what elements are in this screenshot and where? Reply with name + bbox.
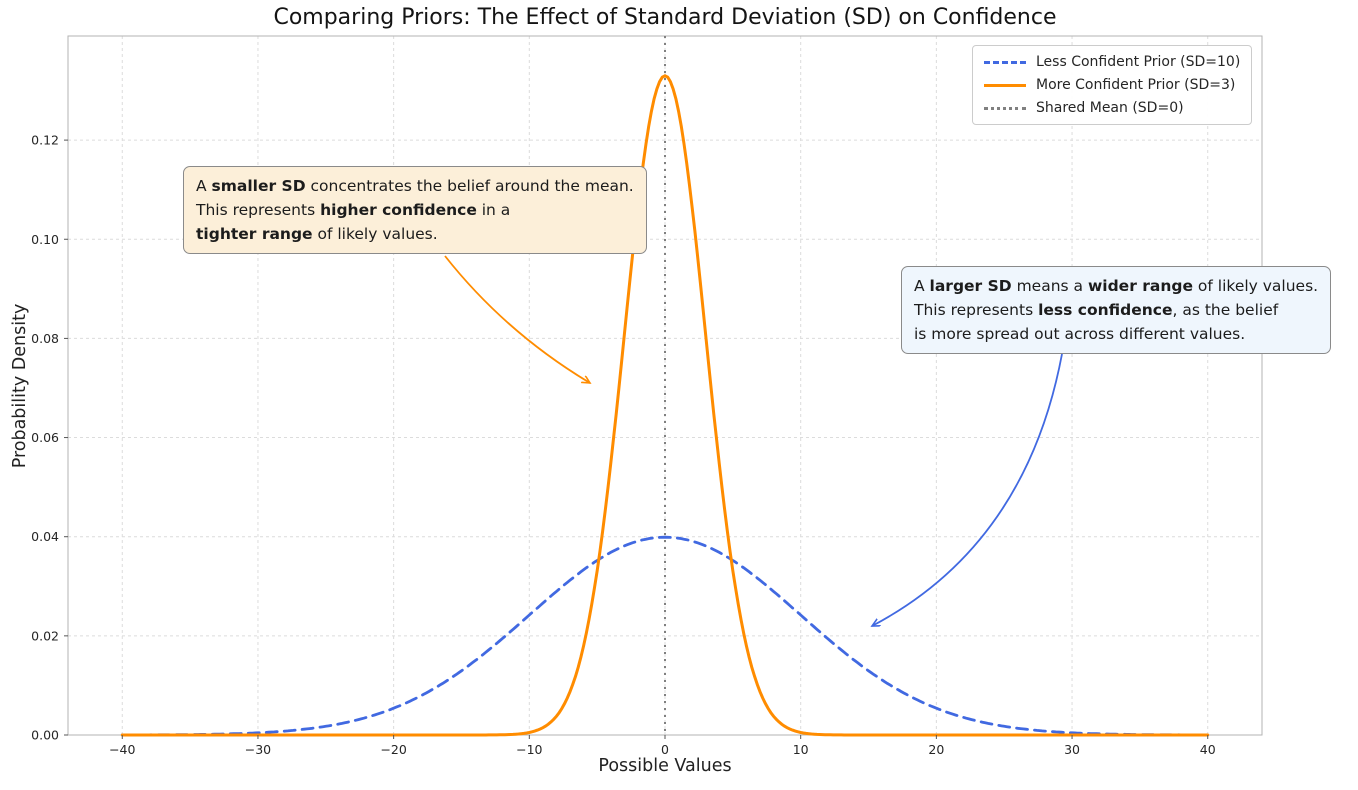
legend-item-label: Shared Mean (SD=0): [1036, 100, 1184, 116]
annotation-line: A larger SD means a wider range of likel…: [914, 277, 1319, 295]
y-tick-label: 0.12: [31, 133, 59, 148]
x-tick-label: 40: [1200, 742, 1216, 757]
curve-less-confident-prior: [120, 535, 1210, 737]
x-tick-label: −40: [109, 742, 135, 757]
x-tick-label: 30: [1064, 742, 1080, 757]
x-tick-label: 20: [928, 742, 944, 757]
annotation-larger-sd: A larger SD means a wider range of likel…: [901, 266, 1332, 354]
y-tick-label: 0.00: [31, 728, 59, 743]
curve-more-confident-prior: [120, 74, 1210, 737]
y-tick-label: 0.10: [31, 232, 59, 247]
x-tick-label: −20: [380, 742, 406, 757]
x-tick-label: −10: [516, 742, 542, 757]
y-tick-label: 0.06: [31, 430, 59, 445]
annotation-line: A smaller SD concentrates the belief aro…: [196, 177, 634, 195]
legend-item: Less Confident Prior (SD=10): [984, 54, 1240, 70]
legend-line-sample-dotted: [984, 106, 1026, 110]
legend-item: Shared Mean (SD=0): [984, 100, 1240, 116]
axis-ticks: −40 −30 −20 −10 0 10 20 30 40 0.00 0.02 0.04 0.06 0.0…: [31, 133, 1216, 757]
x-axis-label: Possible Values: [598, 756, 732, 776]
arrow-larger-sd: [872, 353, 1063, 626]
y-tick-label: 0.08: [31, 331, 59, 346]
gridlines: [68, 36, 1262, 736]
annotation-line: This represents higher confidence in a: [196, 201, 511, 219]
annotation-line: tighter range of likely values.: [196, 225, 438, 243]
legend: Less Confident Prior (SD=10) More Confide…: [972, 45, 1253, 125]
y-axis-label: Probability Density: [10, 303, 30, 469]
annotation-line: This represents less confidence, as the …: [914, 301, 1279, 319]
x-tick-label: 10: [793, 742, 809, 757]
arrow-smaller-sd: [444, 255, 590, 383]
legend-item: More Confident Prior (SD=3): [984, 77, 1240, 93]
legend-item-label: More Confident Prior (SD=3): [1036, 77, 1236, 93]
annotation-line: is more spread out across different valu…: [914, 325, 1246, 343]
legend-item-label: Less Confident Prior (SD=10): [1036, 54, 1241, 70]
chart-title: Comparing Priors: The Effect of Standard…: [273, 5, 1057, 30]
legend-line-sample-dashed: [984, 60, 1026, 64]
x-tick-label: 0: [661, 742, 669, 757]
legend-line-sample-solid: [984, 83, 1026, 87]
y-tick-label: 0.02: [31, 628, 59, 643]
y-tick-label: 0.04: [31, 529, 59, 544]
x-tick-label: −30: [245, 742, 271, 757]
annotation-smaller-sd: A smaller SD concentrates the belief aro…: [183, 166, 647, 254]
